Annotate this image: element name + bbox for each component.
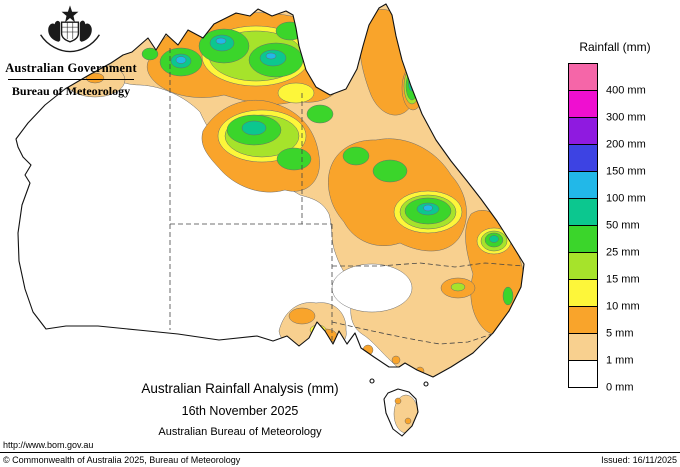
legend-label: 50 mm xyxy=(606,219,640,232)
island-king xyxy=(369,378,375,384)
legend-swatch-yellow_green xyxy=(568,252,598,280)
legend-swatch-magenta xyxy=(568,90,598,118)
legend-title: Rainfall (mm) xyxy=(579,40,651,54)
government-label: Australian Government xyxy=(5,61,137,75)
bom-url: http://www.bom.gov.au xyxy=(3,440,94,450)
legend-label: 5 mm xyxy=(606,327,634,340)
australia-outline xyxy=(15,3,525,378)
legend-row: 15 mm xyxy=(568,252,678,285)
copyright-text: © Commonwealth of Australia 2025, Bureau… xyxy=(3,455,241,465)
caption-date: 16th November 2025 xyxy=(181,404,299,418)
legend-swatch-tan xyxy=(568,333,598,361)
legend-swatch-teal xyxy=(568,198,598,226)
legend-swatch-pink xyxy=(568,63,598,91)
contour-dry-hole xyxy=(331,263,413,313)
legend-row: 5 mm xyxy=(568,306,678,339)
legend-swatch-white xyxy=(568,360,598,388)
legend-row: 50 mm xyxy=(568,198,678,231)
legend-label: 400 mm xyxy=(606,84,646,97)
legend-swatch-purple xyxy=(568,117,598,145)
contour-band-100mm xyxy=(175,37,433,212)
legend-label: 100 mm xyxy=(606,192,646,205)
legend-swatch-cyan xyxy=(568,171,598,199)
legend-swatch-green xyxy=(568,225,598,253)
legend-scale: 400 mm 300 mm 200 mm 150 mm 100 mm 50 mm 25 mm… xyxy=(568,63,678,393)
state-borders xyxy=(169,48,524,345)
legend-row: 10 mm xyxy=(568,279,678,312)
government-branding: Australian Government Bureau of Meteorol… xyxy=(2,61,140,99)
island-flinders xyxy=(423,381,429,387)
legend-row: 1 mm xyxy=(568,333,678,366)
legend-row: 200 mm xyxy=(568,117,678,150)
legend-label: 1 mm xyxy=(606,354,634,367)
bureau-label: Bureau of Meteorology xyxy=(11,84,131,98)
rainfall-contours xyxy=(64,4,524,434)
legend-swatch-blue xyxy=(568,144,598,172)
coat-of-arms-icon xyxy=(40,5,100,53)
tasmania-outline xyxy=(383,388,419,437)
legend-label: 300 mm xyxy=(606,111,646,124)
caption-org: Australian Bureau of Meteorology xyxy=(158,426,322,438)
map-caption: Australian Rainfall Analysis (mm) 16th N… xyxy=(40,381,440,438)
legend-swatch-yellow xyxy=(568,279,598,307)
legend-label: 10 mm xyxy=(606,300,640,313)
legend-label: 25 mm xyxy=(606,246,640,259)
legend-row: 400 mm xyxy=(568,63,678,96)
bottom-bar: © Commonwealth of Australia 2025, Bureau… xyxy=(0,452,680,467)
legend-swatch-orange xyxy=(568,306,598,334)
legend-label: 15 mm xyxy=(606,273,640,286)
legend-label: 200 mm xyxy=(606,138,646,151)
legend-label: 0 mm xyxy=(606,381,634,394)
issued-text: Issued: 16/11/2025 xyxy=(601,455,677,465)
branding-divider xyxy=(8,79,134,80)
legend-label: 150 mm xyxy=(606,165,646,178)
caption-title: Australian Rainfall Analysis (mm) xyxy=(141,381,339,396)
legend-row: 0 mm xyxy=(568,360,678,393)
coastline xyxy=(15,3,525,437)
legend-row: 100 mm xyxy=(568,171,678,204)
rainfall-legend: Rainfall (mm) 400 mm 300 mm 200 mm 150 mm 10… xyxy=(552,40,678,393)
